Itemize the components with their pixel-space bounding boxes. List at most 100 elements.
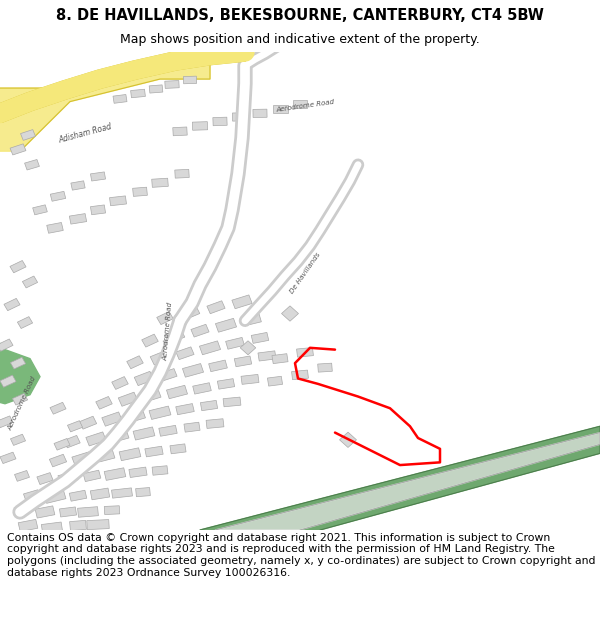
Polygon shape [0, 452, 16, 464]
Polygon shape [213, 117, 227, 126]
Polygon shape [71, 181, 85, 190]
Polygon shape [10, 144, 26, 155]
Polygon shape [111, 430, 129, 442]
Polygon shape [251, 332, 269, 343]
Polygon shape [173, 127, 187, 136]
Polygon shape [175, 169, 189, 178]
Polygon shape [240, 341, 256, 355]
Polygon shape [166, 386, 188, 399]
Polygon shape [90, 488, 110, 500]
Polygon shape [136, 488, 151, 497]
Polygon shape [35, 506, 55, 518]
Polygon shape [150, 351, 170, 365]
Polygon shape [41, 522, 62, 534]
Polygon shape [127, 410, 145, 422]
Polygon shape [142, 334, 158, 347]
Polygon shape [170, 444, 186, 454]
Polygon shape [25, 159, 40, 170]
Polygon shape [0, 318, 40, 404]
Polygon shape [91, 172, 106, 181]
Polygon shape [10, 261, 26, 272]
Polygon shape [199, 341, 221, 355]
Text: Aerodrome Road: Aerodrome Road [163, 302, 173, 361]
Polygon shape [193, 382, 211, 394]
Polygon shape [258, 351, 276, 361]
Polygon shape [0, 61, 210, 151]
Text: Adisham Road: Adisham Road [58, 122, 113, 144]
Polygon shape [113, 94, 127, 103]
Polygon shape [0, 339, 13, 351]
Polygon shape [131, 89, 145, 98]
Polygon shape [143, 389, 161, 402]
Polygon shape [59, 507, 77, 517]
Polygon shape [104, 506, 120, 514]
Polygon shape [226, 338, 244, 349]
Polygon shape [149, 406, 171, 419]
Polygon shape [72, 452, 92, 466]
Polygon shape [340, 432, 356, 447]
Polygon shape [87, 519, 109, 529]
Polygon shape [281, 306, 298, 321]
Polygon shape [104, 468, 126, 481]
Polygon shape [44, 490, 66, 503]
Polygon shape [58, 471, 78, 484]
Polygon shape [200, 401, 218, 411]
Polygon shape [215, 432, 600, 530]
Polygon shape [10, 357, 26, 369]
Polygon shape [91, 205, 106, 215]
Polygon shape [165, 81, 179, 88]
Polygon shape [182, 364, 203, 377]
Text: Aerodrome Road: Aerodrome Road [7, 376, 37, 432]
Polygon shape [96, 396, 112, 409]
Polygon shape [10, 434, 26, 446]
Polygon shape [133, 188, 148, 196]
Polygon shape [215, 318, 236, 332]
Polygon shape [67, 421, 83, 432]
Polygon shape [200, 426, 600, 530]
Text: 8. DE HAVILLANDS, BEKESBOURNE, CANTERBURY, CT4 5BW: 8. DE HAVILLANDS, BEKESBOURNE, CANTERBUR… [56, 8, 544, 23]
Polygon shape [318, 363, 332, 372]
Polygon shape [4, 298, 20, 311]
Polygon shape [22, 276, 38, 288]
Polygon shape [129, 467, 147, 478]
Polygon shape [134, 371, 154, 386]
Polygon shape [49, 454, 67, 467]
Polygon shape [0, 416, 13, 428]
Text: Map shows position and indicative extent of the property.: Map shows position and indicative extent… [120, 32, 480, 46]
Polygon shape [0, 375, 16, 388]
Polygon shape [50, 402, 66, 414]
Polygon shape [133, 427, 155, 440]
Polygon shape [54, 439, 70, 450]
Polygon shape [14, 504, 30, 516]
Polygon shape [223, 397, 241, 407]
Polygon shape [191, 324, 209, 337]
Polygon shape [193, 122, 208, 130]
Polygon shape [77, 507, 98, 518]
Polygon shape [293, 100, 307, 108]
Polygon shape [165, 329, 185, 343]
Polygon shape [149, 85, 163, 93]
Polygon shape [159, 369, 177, 381]
Polygon shape [17, 317, 32, 329]
Polygon shape [145, 446, 163, 457]
Polygon shape [118, 392, 138, 406]
Polygon shape [206, 419, 224, 428]
Polygon shape [253, 109, 267, 118]
Polygon shape [127, 356, 143, 369]
Polygon shape [70, 521, 86, 531]
Polygon shape [112, 488, 133, 498]
Polygon shape [79, 416, 97, 429]
Polygon shape [50, 191, 66, 201]
Polygon shape [176, 347, 194, 359]
Polygon shape [14, 471, 29, 481]
Polygon shape [268, 376, 283, 386]
Polygon shape [207, 301, 225, 314]
Polygon shape [70, 214, 86, 224]
Polygon shape [152, 466, 168, 475]
Polygon shape [242, 314, 262, 326]
Polygon shape [159, 426, 177, 436]
Polygon shape [232, 112, 248, 121]
Polygon shape [97, 450, 115, 462]
Polygon shape [184, 76, 197, 84]
Polygon shape [184, 422, 200, 432]
